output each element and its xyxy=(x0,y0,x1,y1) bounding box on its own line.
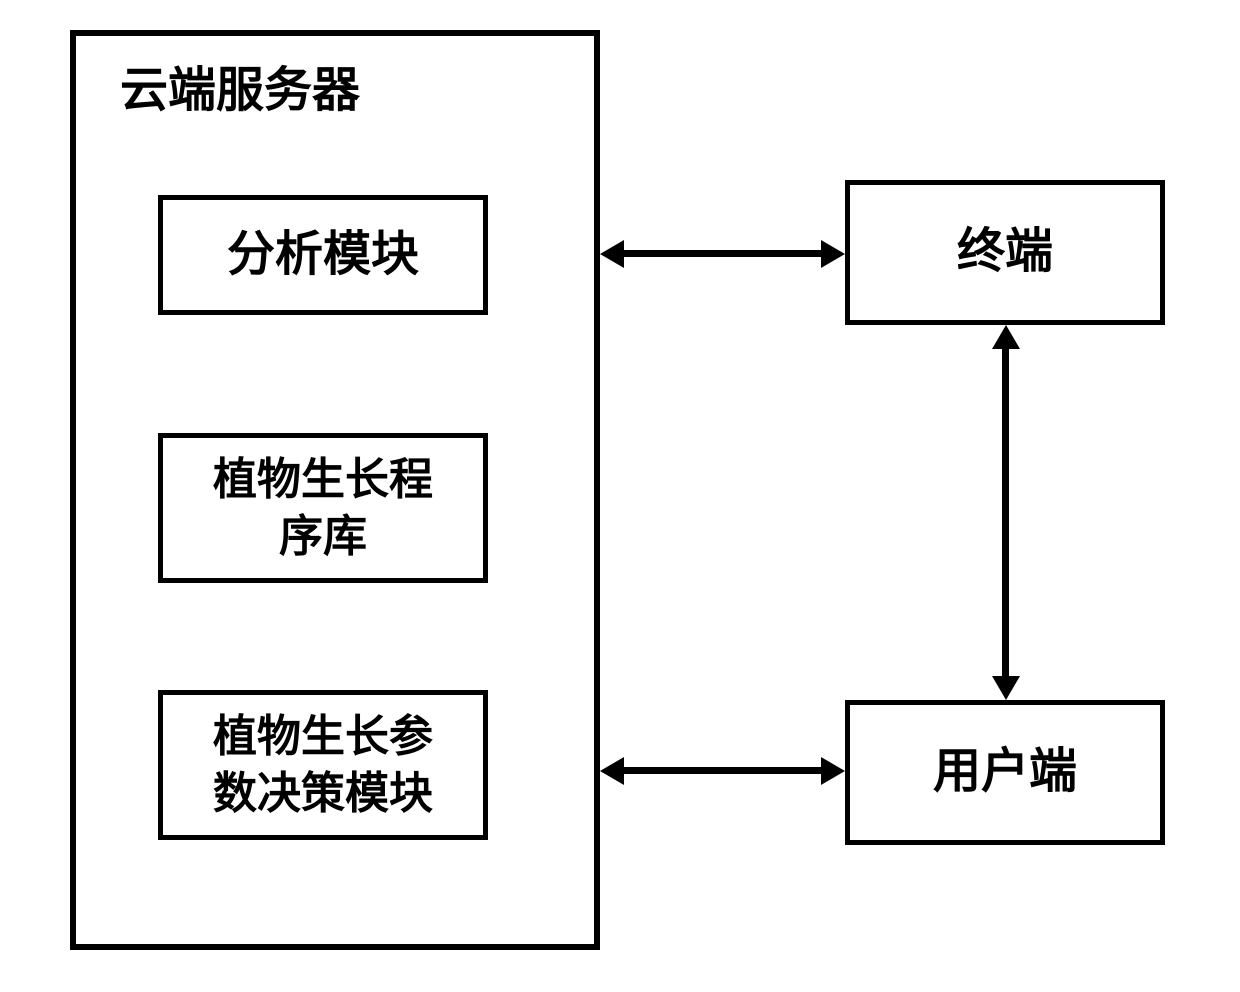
edge-server-terminal xyxy=(620,250,825,257)
analysis-module-label: 分析模块 xyxy=(227,224,419,286)
decision-module-box: 植物生长参 数决策模块 xyxy=(158,690,488,840)
arrow-down-icon xyxy=(992,676,1020,700)
arrow-left-icon xyxy=(600,240,624,268)
server-title: 云端服务器 xyxy=(120,50,360,120)
growth-lib-label: 植物生长程 序库 xyxy=(213,451,433,565)
client-box: 用户端 xyxy=(845,700,1165,845)
arrow-right-icon xyxy=(821,757,845,785)
client-label: 用户端 xyxy=(933,741,1077,803)
arrow-right-icon xyxy=(821,240,845,268)
arrow-left-icon xyxy=(600,757,624,785)
edge-server-client xyxy=(620,767,825,774)
terminal-label: 终端 xyxy=(957,221,1053,283)
decision-module-label: 植物生长参 数决策模块 xyxy=(213,708,433,822)
arrow-up-icon xyxy=(992,325,1020,349)
edge-terminal-client xyxy=(1002,348,1009,678)
growth-lib-box: 植物生长程 序库 xyxy=(158,433,488,583)
analysis-module-box: 分析模块 xyxy=(158,195,488,315)
terminal-box: 终端 xyxy=(845,180,1165,325)
